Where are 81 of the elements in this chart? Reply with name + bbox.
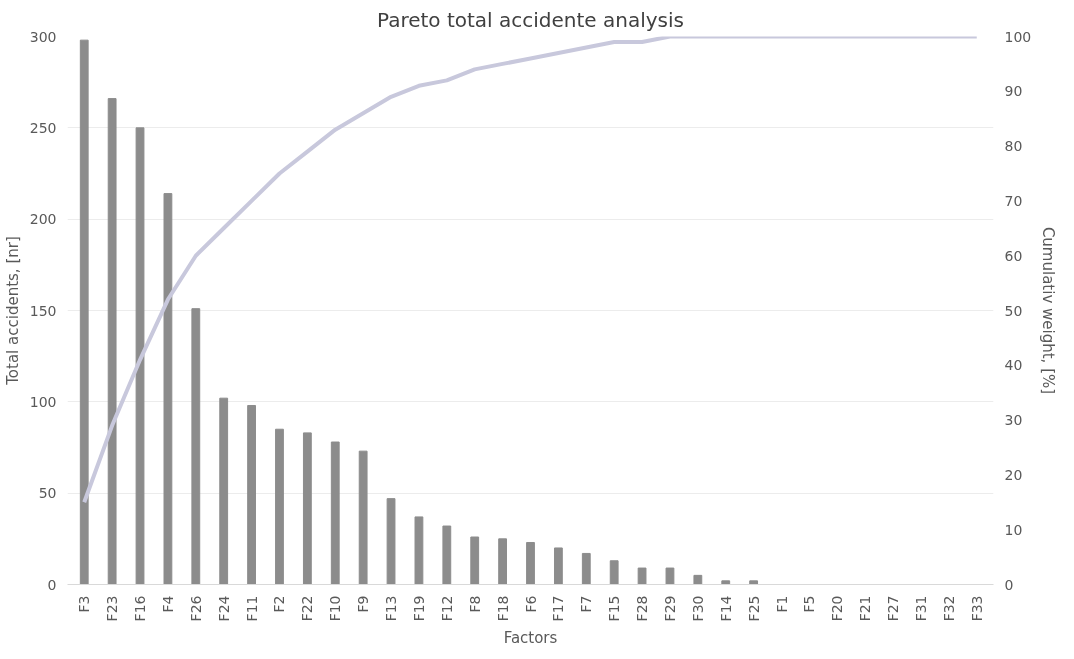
y2-tick-label: 20 <box>1004 466 1023 483</box>
x-tick-label: F24 <box>215 595 232 622</box>
x-tick-label: F20 <box>829 595 846 622</box>
x-tick-label: F11 <box>243 595 260 622</box>
bar <box>553 547 563 585</box>
bar <box>330 441 340 585</box>
x-tick-label: F14 <box>717 595 734 622</box>
y-tick-label: 100 <box>29 393 57 410</box>
y-tick-label: 50 <box>38 485 57 502</box>
x-tick-label: F27 <box>885 595 902 622</box>
x-tick-label: F19 <box>410 595 427 622</box>
bar <box>470 536 480 585</box>
y-axis-title: Total accidents, [nr] <box>3 236 22 386</box>
line-series <box>82 36 979 505</box>
y-tick-label: 150 <box>29 302 57 319</box>
x-tick-label: F29 <box>661 595 678 622</box>
bar <box>107 98 117 585</box>
x-tick-label: F4 <box>159 595 176 613</box>
bar <box>79 39 89 585</box>
y2-tick-label: 90 <box>1004 83 1023 100</box>
bar <box>581 552 591 585</box>
x-tick-label: F26 <box>187 595 204 622</box>
x-tick-label: F18 <box>494 595 511 622</box>
bar <box>526 541 535 585</box>
y2-tick-label: 10 <box>1004 521 1023 538</box>
bar <box>358 450 368 585</box>
x-tick-label: F22 <box>299 595 316 622</box>
y2-tick-label: 50 <box>1004 302 1023 319</box>
x-tick-label: F8 <box>466 595 483 613</box>
bar <box>442 525 452 585</box>
bar <box>609 560 619 585</box>
y2-tick-label: 40 <box>1004 357 1023 374</box>
y-tick-label: 250 <box>29 119 57 136</box>
y2-tick-label: 30 <box>1004 412 1023 429</box>
x-tick-label: F13 <box>383 595 400 622</box>
y2-tick-label: 100 <box>1004 28 1032 45</box>
x-tick-label: F12 <box>438 595 455 622</box>
x-tick-label: F10 <box>327 595 344 622</box>
x-tick-label: F6 <box>522 595 539 613</box>
x-tick-label: F23 <box>104 595 121 622</box>
x-tick-label: F1 <box>773 595 790 613</box>
x-tick-label: F25 <box>745 595 762 622</box>
x-tick-label: F5 <box>801 595 818 613</box>
chart-title: Pareto total accidente analysis <box>377 7 684 32</box>
x-tick-label: F31 <box>912 595 929 622</box>
bar <box>219 397 229 585</box>
x-tick-label: F33 <box>968 595 985 622</box>
bar <box>163 193 173 585</box>
y2-tick-label: 80 <box>1004 138 1023 155</box>
x-tick-label: F16 <box>132 595 149 622</box>
y2-tick-label: 60 <box>1004 247 1023 264</box>
x-tick-label: F15 <box>606 595 623 622</box>
bar <box>275 428 284 585</box>
bar <box>693 574 703 585</box>
x-tick-label: F30 <box>689 595 706 622</box>
bar <box>498 538 508 585</box>
x-tick-label: F17 <box>550 595 567 622</box>
y2-axis-title: Cumulativ weight, [%] <box>1039 226 1058 395</box>
x-tick-label: F32 <box>940 595 957 622</box>
x-tick-label: F3 <box>76 595 93 613</box>
bar <box>302 432 312 585</box>
y2-tick-label: 0 <box>1004 576 1014 593</box>
bar <box>665 567 675 585</box>
bar <box>386 498 396 585</box>
y-tick-label: 200 <box>29 211 57 228</box>
bar <box>247 404 256 585</box>
x-tick-label: F9 <box>355 595 372 613</box>
x-tick-label: F2 <box>271 595 288 613</box>
x-tick-label: F7 <box>578 595 595 613</box>
bar <box>414 516 424 585</box>
x-tick-label: F21 <box>857 595 874 622</box>
x-tick-label: F28 <box>634 595 651 622</box>
bar <box>637 567 647 585</box>
bar <box>721 580 731 585</box>
bar <box>749 580 759 585</box>
bar <box>191 308 201 585</box>
bar <box>135 127 145 585</box>
y2-tick-label: 70 <box>1004 192 1023 209</box>
y-tick-label: 300 <box>29 28 57 45</box>
x-axis-title: Factors <box>503 629 558 648</box>
y-tick-label: 0 <box>47 576 57 593</box>
